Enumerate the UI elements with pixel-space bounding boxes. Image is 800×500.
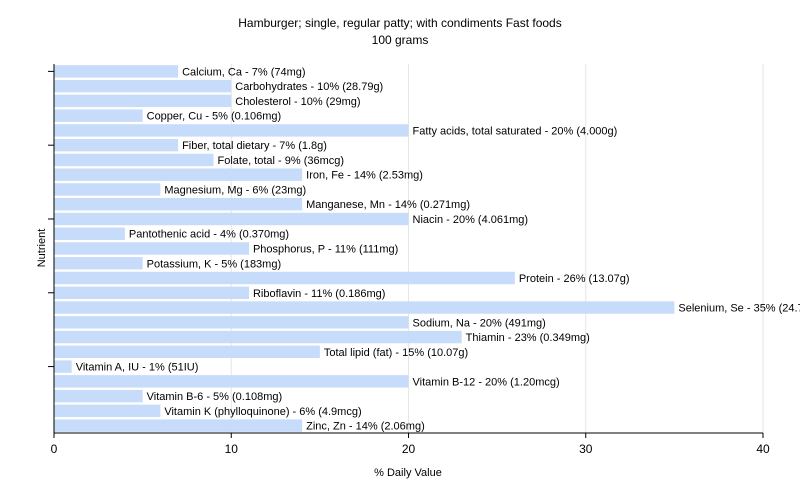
bar-13: [54, 242, 249, 255]
bar-label-20: Total lipid (fat) - 15% (10.07g): [324, 347, 468, 359]
bar-18: [54, 316, 409, 329]
bar-label-16: Riboflavin - 11% (0.186mg): [253, 288, 385, 300]
x-tick-label-1: 10: [225, 442, 239, 456]
bar-label-10: Manganese, Mn - 14% (0.271mg): [306, 199, 470, 211]
chart-title: Hamburger; single, regular patty; with c…: [238, 16, 561, 30]
bar-label-7: Folate, total - 9% (36mcg): [218, 155, 345, 167]
bar-2: [54, 79, 232, 93]
bar-label-21: Vitamin A, IU - 1% (51IU): [76, 362, 199, 374]
bar-label-8: Iron, Fe - 14% (2.53mg): [306, 170, 423, 182]
bar-label-14: Potassium, K - 5% (183mg): [147, 258, 282, 270]
x-tick-label-0: 0: [51, 442, 58, 456]
bar-14: [54, 257, 143, 270]
bar-20: [54, 345, 320, 359]
bar-label-12: Pantothenic acid - 4% (0.370mg): [129, 229, 289, 241]
bar-label-13: Phosphorus, P - 11% (111mg): [253, 244, 398, 256]
bar-label-19: Thiamin - 23% (0.349mg): [466, 332, 590, 344]
bar-23: [54, 389, 143, 403]
bar-19: [54, 330, 462, 344]
bar-label-22: Vitamin B-12 - 20% (1.20mcg): [413, 376, 560, 388]
bar-labels: Calcium, Ca - 7% (74mg) Carbohydrates - 1…: [76, 66, 800, 432]
bar-12: [54, 227, 125, 240]
bar-label-6: Fiber, total dietary - 7% (1.8g): [182, 140, 327, 152]
bar-15: [54, 271, 515, 285]
bar-4: [54, 109, 143, 122]
x-tick-label-3: 30: [579, 442, 593, 456]
bar-5: [54, 124, 409, 137]
x-tick-label-2: 20: [402, 442, 416, 456]
bar-1: [54, 65, 179, 78]
bar-label-24: Vitamin K (phylloquinone) - 6% (4.9mcg): [164, 406, 361, 418]
bar-label-5: Fatty acids, total saturated - 20% (4.00…: [413, 125, 618, 137]
bar-6: [54, 138, 179, 152]
bar-label-9: Magnesium, Mg - 6% (23mg): [164, 184, 306, 196]
bar-8: [54, 168, 303, 181]
bar-3: [54, 94, 232, 108]
bar-label-11: Niacin - 20% (4.061mg): [413, 214, 529, 226]
bar-label-18: Sodium, Na - 20% (491mg): [413, 317, 546, 329]
bar-24: [54, 404, 161, 418]
bar-label-15: Protein - 26% (13.07g): [519, 273, 630, 285]
bar-16: [54, 286, 249, 299]
bar-21: [54, 360, 72, 373]
bars: [54, 65, 675, 432]
x-axis-label: % Daily Value: [374, 467, 442, 479]
x-tick-label-4: 40: [756, 442, 770, 456]
bar-9: [54, 183, 161, 196]
chart-subtitle: 100 grams: [372, 33, 429, 47]
bar-17: [54, 301, 675, 314]
bar-label-3: Cholesterol - 10% (29mg): [235, 96, 360, 108]
bar-7: [54, 153, 214, 167]
bar-label-23: Vitamin B-6 - 5% (0.108mg): [147, 391, 283, 403]
y-axis-label: Nutrient: [36, 229, 48, 268]
axes: 0 10 20 30 40: [48, 64, 770, 456]
bar-label-17: Selenium, Se - 35% (24.7mcg): [678, 303, 800, 315]
bar-22: [54, 375, 409, 388]
bar-11: [54, 212, 409, 226]
bar-label-2: Carbohydrates - 10% (28.79g): [235, 81, 383, 93]
bar-label-4: Copper, Cu - 5% (0.106mg): [147, 111, 282, 123]
bar-25: [54, 419, 303, 432]
bar-label-1: Calcium, Ca - 7% (74mg): [182, 66, 305, 78]
bar-10: [54, 198, 303, 211]
bar-label-25: Zinc, Zn - 14% (2.06mg): [306, 421, 425, 433]
